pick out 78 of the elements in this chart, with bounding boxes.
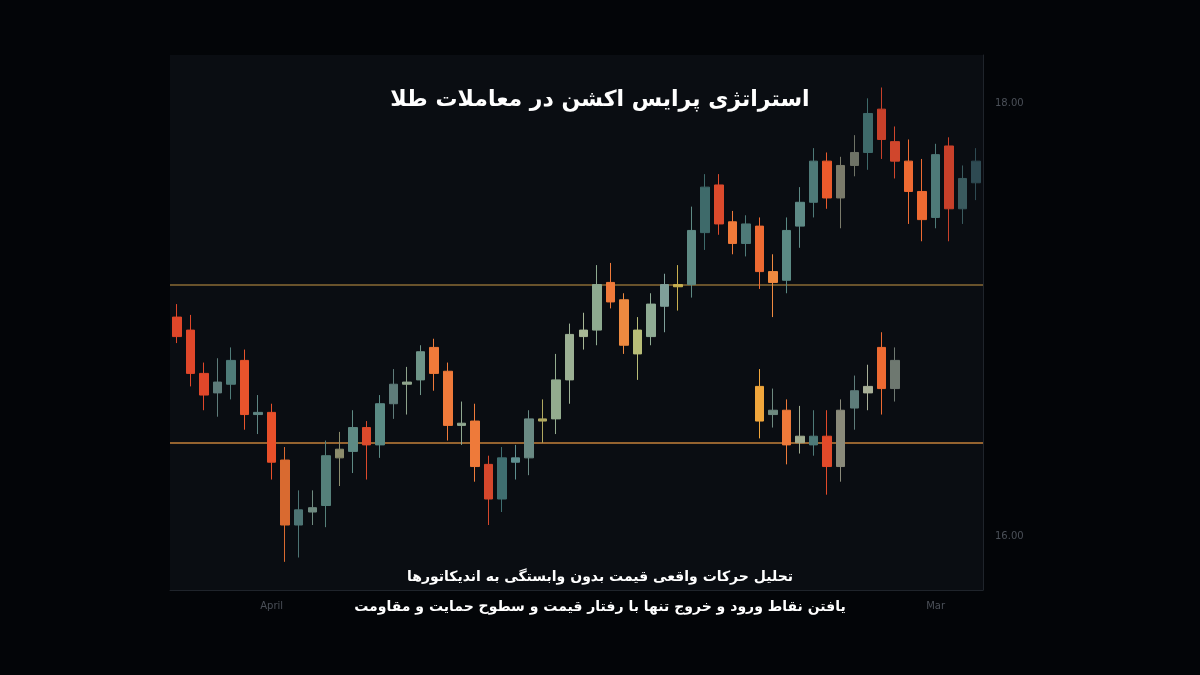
candlestick <box>877 331 886 416</box>
candlestick <box>809 147 818 218</box>
candlestick <box>321 440 331 528</box>
candlestick <box>958 164 967 225</box>
candlestick <box>267 403 276 481</box>
candlestick <box>308 489 317 526</box>
candlestick <box>402 366 412 416</box>
candlestick <box>416 344 425 396</box>
candlestick <box>904 138 913 225</box>
candlestick <box>944 136 954 242</box>
candlestick <box>822 409 832 496</box>
candlestick <box>429 338 439 392</box>
candlestick <box>755 368 764 439</box>
candlestick <box>782 216 791 294</box>
candlestick <box>389 368 398 420</box>
candlestick <box>375 394 385 459</box>
candlestick <box>795 186 805 249</box>
candlestick <box>213 357 222 418</box>
candlestick <box>253 394 263 435</box>
candlestick <box>890 125 900 179</box>
x-tick-label: April <box>260 599 284 611</box>
candlestick <box>294 489 303 559</box>
candlestick <box>755 216 764 290</box>
candlestick <box>836 156 845 229</box>
candlestick <box>646 292 656 346</box>
x-tick-label: Mar <box>926 599 946 611</box>
candlestick <box>768 388 778 429</box>
candlestick <box>660 273 669 333</box>
candlestick <box>619 292 629 355</box>
candlestick <box>551 353 561 435</box>
candlestick <box>890 346 900 403</box>
candlestick <box>863 364 873 411</box>
candlestick <box>524 409 534 476</box>
candlestick <box>687 206 696 299</box>
candlestick <box>470 403 480 483</box>
candlestick <box>348 409 358 474</box>
candlestick <box>822 151 832 210</box>
candlestick <box>850 375 859 431</box>
candlestick <box>484 455 493 526</box>
candlestick <box>714 173 724 236</box>
candlestick <box>592 264 602 346</box>
candlestick <box>538 398 547 444</box>
candlestick <box>768 253 778 318</box>
y-tick-label: 16.00 <box>995 530 1024 542</box>
candlestick <box>809 409 818 457</box>
candlestick <box>565 323 574 405</box>
candlestick <box>457 401 466 446</box>
candlestick <box>362 420 371 481</box>
candlestick <box>917 158 927 242</box>
candlestick <box>579 312 588 351</box>
candlestick <box>877 86 886 160</box>
candlestick <box>226 346 236 400</box>
candlestick <box>782 398 791 465</box>
candlestick <box>836 398 845 483</box>
candlestick <box>971 147 981 201</box>
candlestick <box>335 431 344 487</box>
text: یافتن نقاط ورود و خروج تنها با رفتار قیمت و سطوح حمایت و مقاومت <box>354 598 846 615</box>
candlestick <box>850 134 859 177</box>
annotation: تحلیل حرکات واقعی قیمت بدون وابستگی به اندیکاتورها <box>406 568 794 585</box>
candlestick <box>606 262 615 309</box>
y-tick-label: 18.00 <box>995 97 1024 109</box>
candlestick <box>280 446 290 563</box>
candlestick <box>795 405 805 455</box>
candlestick <box>443 362 453 442</box>
candlestick <box>497 446 507 513</box>
candlestick <box>633 316 642 381</box>
candlestick <box>931 143 940 229</box>
candlestick <box>728 210 737 255</box>
candlestick <box>863 97 873 171</box>
text: استراتژی پرایس اکشن در معاملات طلا <box>390 85 810 112</box>
candlestick <box>186 314 195 387</box>
candlestick <box>172 303 182 344</box>
candlestick <box>700 173 710 251</box>
candlestick <box>240 349 249 431</box>
candlestick <box>511 444 520 481</box>
candlestick <box>741 214 751 257</box>
candlestick <box>199 362 209 411</box>
candlestick <box>673 264 683 312</box>
